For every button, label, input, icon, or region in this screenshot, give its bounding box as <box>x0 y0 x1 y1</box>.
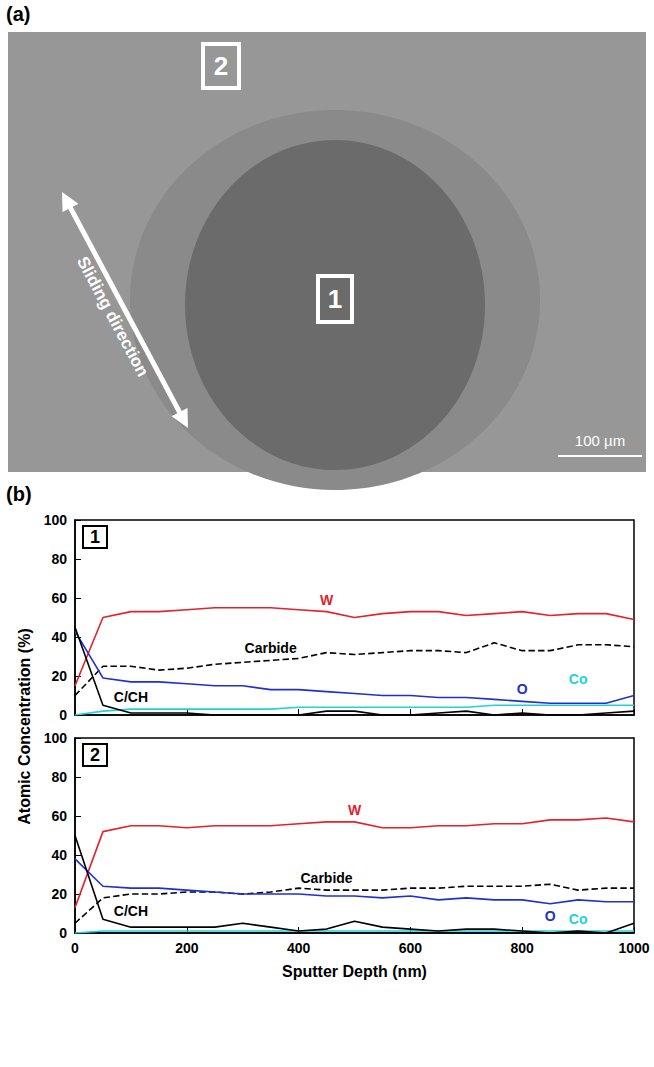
svg-text:Co: Co <box>569 671 588 687</box>
svg-text:20: 20 <box>51 886 67 902</box>
svg-text:0: 0 <box>71 940 79 956</box>
svg-text:60: 60 <box>51 808 67 824</box>
svg-text:Atomic Concentration (%): Atomic Concentration (%) <box>16 628 33 824</box>
svg-text:O: O <box>517 681 528 697</box>
svg-text:600: 600 <box>399 940 423 956</box>
svg-text:W: W <box>320 592 334 608</box>
svg-text:C/CH: C/CH <box>114 689 148 705</box>
svg-text:W: W <box>348 802 362 818</box>
svg-text:1000: 1000 <box>618 940 649 956</box>
svg-text:Co: Co <box>569 911 588 927</box>
svg-text:1: 1 <box>328 284 342 314</box>
svg-text:(a): (a) <box>6 3 30 25</box>
svg-text:Sliding direction: Sliding direction <box>73 253 152 379</box>
svg-text:Carbide: Carbide <box>245 640 297 656</box>
svg-text:1: 1 <box>90 527 100 547</box>
svg-text:100: 100 <box>44 730 68 746</box>
svg-text:400: 400 <box>287 940 311 956</box>
svg-text:Carbide: Carbide <box>300 870 352 886</box>
svg-text:0: 0 <box>59 707 67 723</box>
svg-text:(b): (b) <box>6 483 32 505</box>
svg-text:100: 100 <box>44 512 68 528</box>
svg-text:80: 80 <box>51 769 67 785</box>
svg-text:2: 2 <box>214 51 228 81</box>
svg-text:80: 80 <box>51 551 67 567</box>
svg-text:C/CH: C/CH <box>114 903 148 919</box>
svg-text:100 µm: 100 µm <box>575 432 625 449</box>
svg-text:800: 800 <box>511 940 535 956</box>
svg-text:0: 0 <box>59 925 67 941</box>
svg-text:60: 60 <box>51 590 67 606</box>
svg-text:20: 20 <box>51 668 67 684</box>
svg-text:200: 200 <box>175 940 199 956</box>
svg-text:2: 2 <box>90 745 100 765</box>
svg-text:O: O <box>545 908 556 924</box>
svg-text:40: 40 <box>51 629 67 645</box>
svg-text:40: 40 <box>51 847 67 863</box>
svg-text:Sputter Depth (nm): Sputter Depth (nm) <box>282 963 427 980</box>
